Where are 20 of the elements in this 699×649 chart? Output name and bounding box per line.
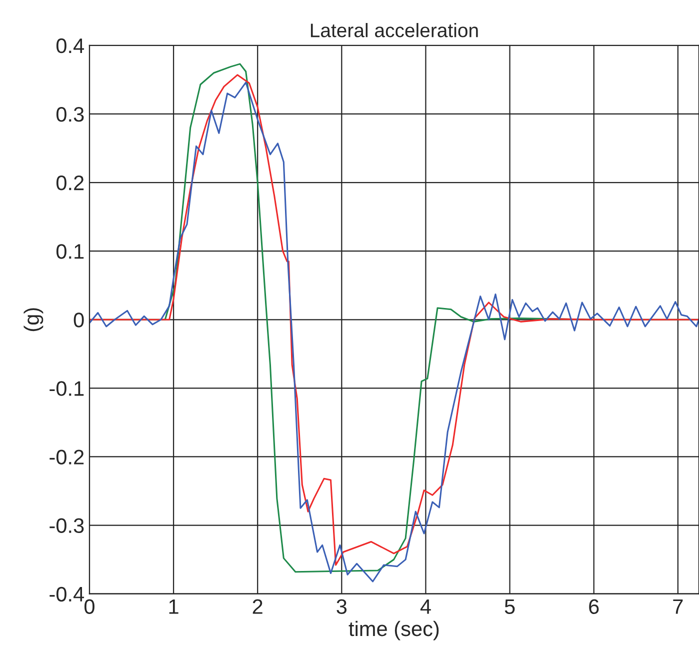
x-tick-label: 7 (673, 599, 683, 614)
y-tick-label: -0.2 (50, 450, 84, 464)
y-tick-label: 0 (74, 312, 84, 328)
x-tick-label: 2 (252, 599, 262, 614)
y-tick-label: 0.4 (56, 38, 84, 54)
chart-title: Lateral acceleration (310, 23, 478, 38)
x-tick-label: 4 (420, 599, 431, 614)
x-axis-title: time (sec) (348, 620, 439, 640)
y-tick-label: -0.1 (50, 381, 84, 396)
x-tick-label: 1 (169, 599, 178, 614)
y-tick-label: 0.2 (56, 176, 84, 190)
y-axis-title: (g) (24, 308, 44, 332)
x-tick-label: 5 (504, 599, 515, 614)
x-tick-label: 0 (84, 599, 94, 614)
x-tick-label: 6 (589, 599, 599, 614)
y-tick-label: 0.3 (56, 106, 84, 122)
y-tick-label: -0.4 (50, 586, 84, 602)
y-tick-label: 0.1 (56, 244, 84, 259)
x-tick-label: 3 (336, 599, 347, 614)
y-tick-label: -0.3 (50, 518, 84, 534)
